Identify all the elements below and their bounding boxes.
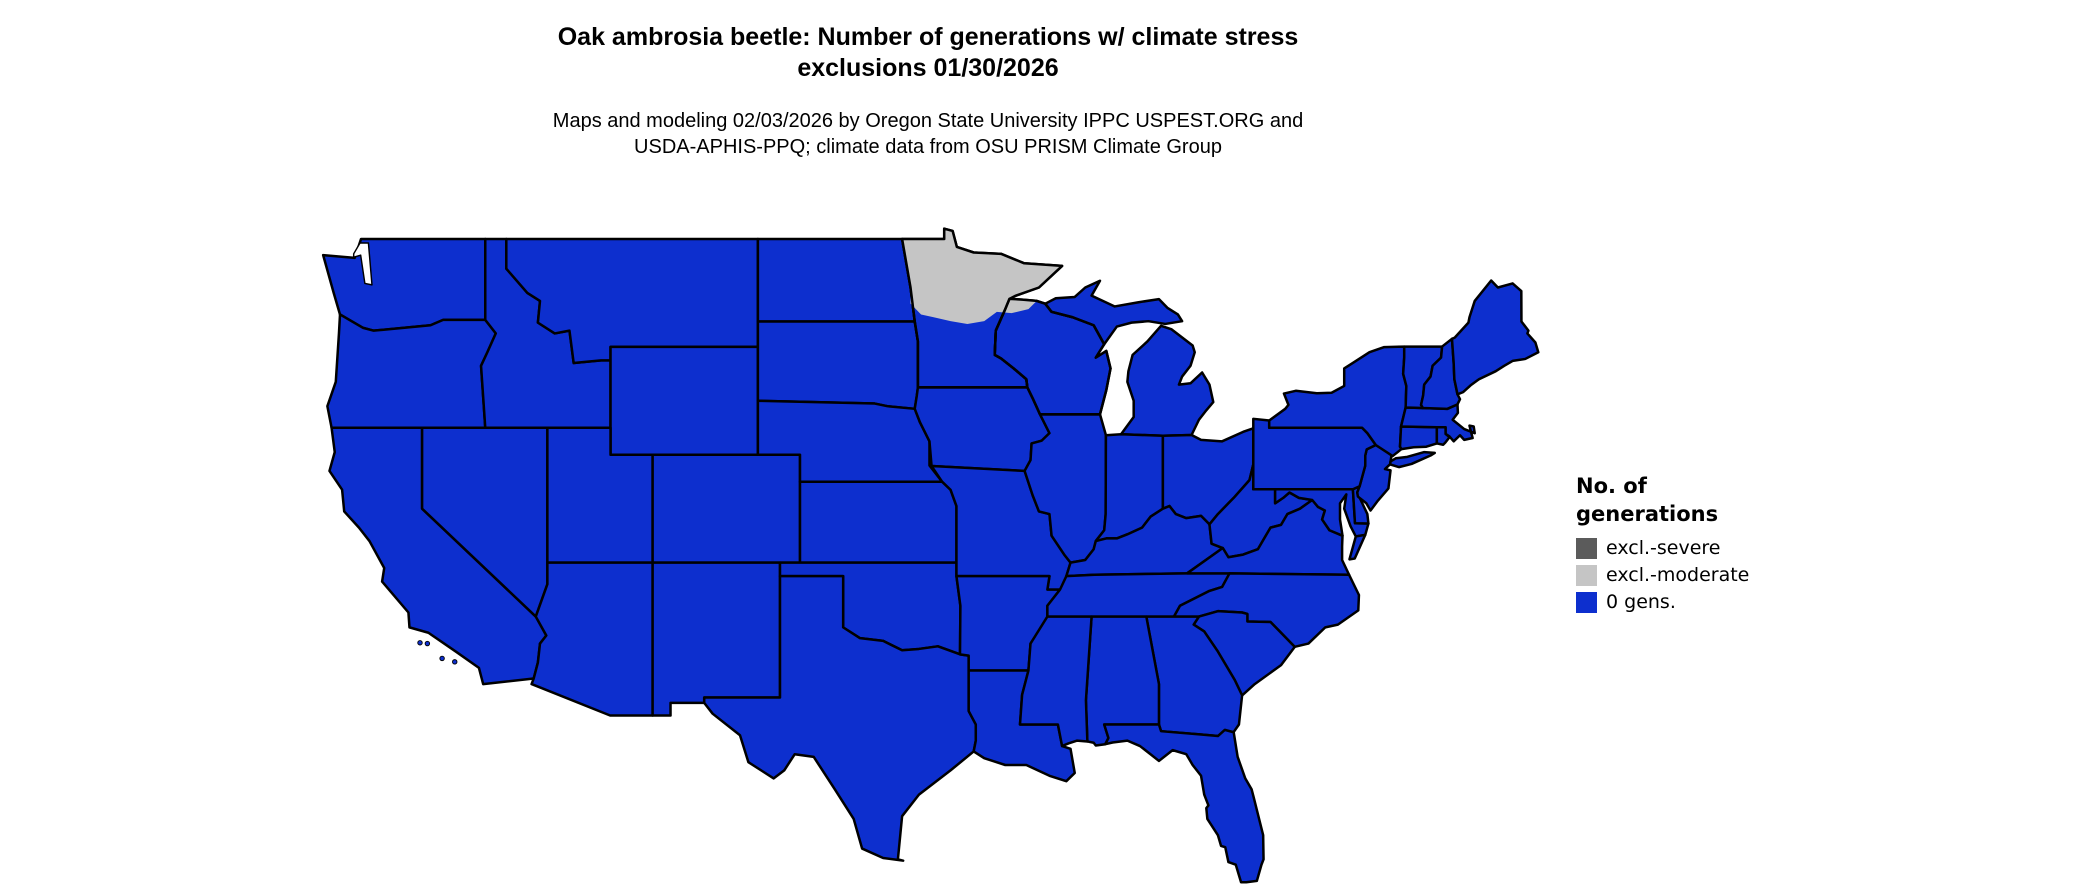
state-ia <box>913 386 1051 473</box>
map-container <box>300 222 1550 888</box>
legend-swatch-zero-gens <box>1576 591 1597 613</box>
state-co <box>651 453 802 564</box>
title-line-2: exclusions 01/30/2026 <box>797 54 1059 82</box>
puget-sound-water <box>352 242 373 286</box>
island-dot-3 <box>452 659 458 665</box>
legend-item-excl-moderate: excl.-moderate <box>1576 564 1816 586</box>
state-fl <box>1102 723 1265 884</box>
legend-title-line-1: No. of <box>1576 474 1647 498</box>
state-ms <box>1018 615 1093 748</box>
title-line-1: Oak ambrosia beetle: Number of generatio… <box>557 23 1299 51</box>
figure-header: Oak ambrosia beetle: Number of generatio… <box>0 22 1856 160</box>
us-map <box>321 227 1540 884</box>
island-dot-2 <box>439 655 445 662</box>
state-ct <box>1398 425 1439 451</box>
state-vaes <box>1348 533 1367 561</box>
legend-swatch-excl-moderate <box>1576 564 1597 586</box>
states-layer <box>321 227 1540 884</box>
state-ks <box>798 480 958 564</box>
state-li <box>1388 450 1436 469</box>
legend-item-zero-gens: 0 gens. <box>1576 591 1816 613</box>
legend-swatch-excl-severe <box>1576 537 1597 559</box>
legend-title: No. of generations <box>1576 472 1816 528</box>
legend-label-excl-moderate: excl.-moderate <box>1606 564 1750 586</box>
water-layer <box>352 242 373 286</box>
outline-layer <box>900 227 1112 416</box>
figure-title: Oak ambrosia beetle: Number of generatio… <box>0 22 1856 84</box>
state-nd <box>756 237 916 323</box>
state-az <box>530 561 654 717</box>
subtitle-line-2: USDA-APHIS-PPQ; climate data from OSU PR… <box>634 136 1222 158</box>
state-md <box>1273 487 1370 538</box>
islands-layer <box>417 640 458 665</box>
state-outline-wi <box>993 297 1112 416</box>
legend-label-zero-gens: 0 gens. <box>1606 591 1676 613</box>
state-wa <box>321 237 487 332</box>
island-dot-1 <box>424 640 431 647</box>
legend-title-line-2: generations <box>1576 502 1719 526</box>
map-legend: No. of generations excl.-severe excl.-mo… <box>1576 472 1816 618</box>
state-mi <box>1119 324 1215 438</box>
subtitle-line-1: Maps and modeling 02/03/2026 by Oregon S… <box>552 110 1304 132</box>
figure-subtitle: Maps and modeling 02/03/2026 by Oregon S… <box>0 108 1856 160</box>
state-sd <box>756 320 920 411</box>
island-dot-0 <box>417 640 423 646</box>
state-nm <box>651 561 782 717</box>
legend-item-excl-severe: excl.-severe <box>1576 537 1816 559</box>
state-me <box>1450 279 1540 396</box>
legend-label-excl-severe: excl.-severe <box>1606 537 1721 559</box>
state-pa <box>1252 417 1378 491</box>
state-tx <box>702 574 978 862</box>
state-wy <box>609 345 760 456</box>
state-or <box>326 313 498 430</box>
